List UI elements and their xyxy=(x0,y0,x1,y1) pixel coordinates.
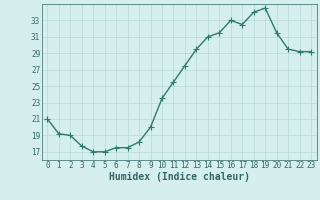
X-axis label: Humidex (Indice chaleur): Humidex (Indice chaleur) xyxy=(109,172,250,182)
